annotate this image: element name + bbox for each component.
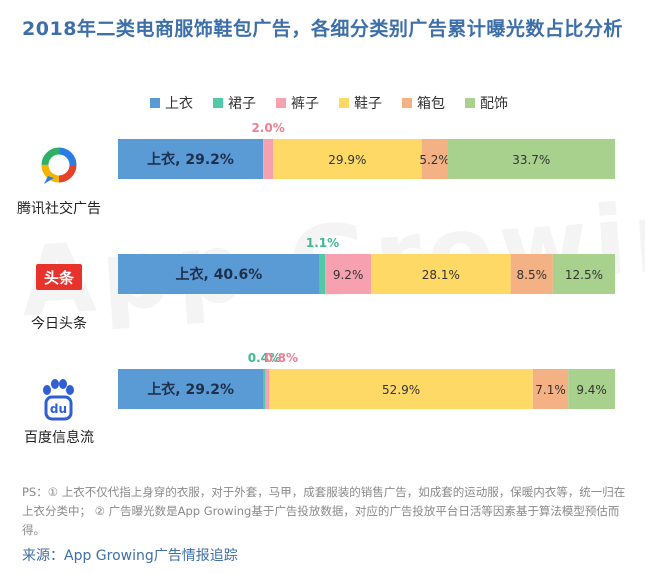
data-label: 1.1%: [306, 236, 339, 250]
baidu-logo-text: du: [50, 402, 67, 416]
data-label: 9.2%: [333, 268, 364, 282]
data-label: 上衣, 29.2%: [147, 381, 234, 398]
legend-label: 上衣: [165, 96, 193, 112]
platform-label: 腾讯社交广告: [17, 201, 101, 217]
legend-item: 裤子: [276, 93, 319, 113]
legend-label: 裤子: [291, 96, 319, 112]
bar-segment: [532, 369, 569, 409]
footnote-ps: PS：① 上衣不仅代指上身穿的衣服，对于外套，马甲，成套服装的销售广告，如成套的…: [22, 485, 626, 537]
data-label: 5.2%: [419, 153, 450, 167]
source-note: 来源：App Growing广告情报追踪: [22, 548, 238, 564]
platform-label: 今日头条: [31, 316, 87, 332]
legend-swatch: [465, 98, 475, 108]
legend-label: 裙子: [228, 96, 256, 112]
data-label: 7.1%: [535, 383, 566, 397]
platform-label: 百度信息流: [24, 430, 94, 446]
legend-swatch: [213, 98, 223, 108]
stacked-bar-chart: 上衣, 29.2% 2.0% 29.9% 5.2% 33.7% 上衣, 40.6% 1.1%…: [118, 121, 615, 409]
legend-swatch: [402, 98, 412, 108]
bar-segment: [510, 254, 553, 294]
data-label: 28.1%: [422, 268, 460, 282]
data-label: 上衣, 40.6%: [176, 266, 263, 283]
bar-segment: [263, 139, 274, 179]
data-label: 29.9%: [328, 153, 366, 167]
legend-label: 鞋子: [354, 96, 382, 112]
data-label: 上衣, 29.2%: [147, 151, 234, 168]
bar-segment: [325, 254, 371, 294]
bar-segment: [370, 254, 511, 294]
bar-segment: [118, 254, 320, 294]
legend-label: 箱包: [417, 96, 445, 112]
data-label: 2.0%: [251, 121, 284, 135]
bar-segment: [421, 139, 448, 179]
legend-item: 裙子: [213, 93, 256, 113]
legend-item: 鞋子: [339, 93, 382, 113]
legend-item: 上衣: [150, 93, 193, 113]
bar-segment: [269, 369, 533, 409]
bar-segment: [552, 254, 615, 294]
data-label: 0.4%: [248, 351, 281, 365]
data-label: 52.9%: [382, 383, 420, 397]
data-label: 9.4%: [576, 383, 607, 397]
tencent-social-ads-logo: [41, 147, 77, 184]
bar-segment: [447, 139, 615, 179]
legend-item: 配饰: [465, 93, 508, 113]
bar-segment: [118, 369, 264, 409]
data-label: 12.5%: [565, 268, 603, 282]
legend-item: 箱包: [402, 93, 445, 113]
bar-segment: [568, 369, 615, 409]
legend-swatch: [339, 98, 349, 108]
data-label: 33.7%: [512, 153, 550, 167]
data-label: 8.5%: [517, 268, 548, 282]
bar-segment: [118, 139, 264, 179]
legend-swatch: [150, 98, 160, 108]
chart-legend: 上衣 裙子 裤子 鞋子 箱包 配饰: [150, 93, 508, 113]
baidu-logo: du: [43, 379, 74, 421]
legend-swatch: [276, 98, 286, 108]
page-title: 2018年二类电商服饰鞋包广告，各细分类别广告累计曝光数占比分析: [22, 18, 623, 40]
bar-segment: [273, 139, 422, 179]
data-label: 0.8%: [265, 351, 298, 365]
toutiao-logo: 头条: [36, 264, 82, 290]
bar-segment: [319, 254, 326, 294]
bar-segment: [263, 369, 266, 409]
bar-segment: [265, 369, 270, 409]
legend-label: 配饰: [480, 96, 508, 112]
